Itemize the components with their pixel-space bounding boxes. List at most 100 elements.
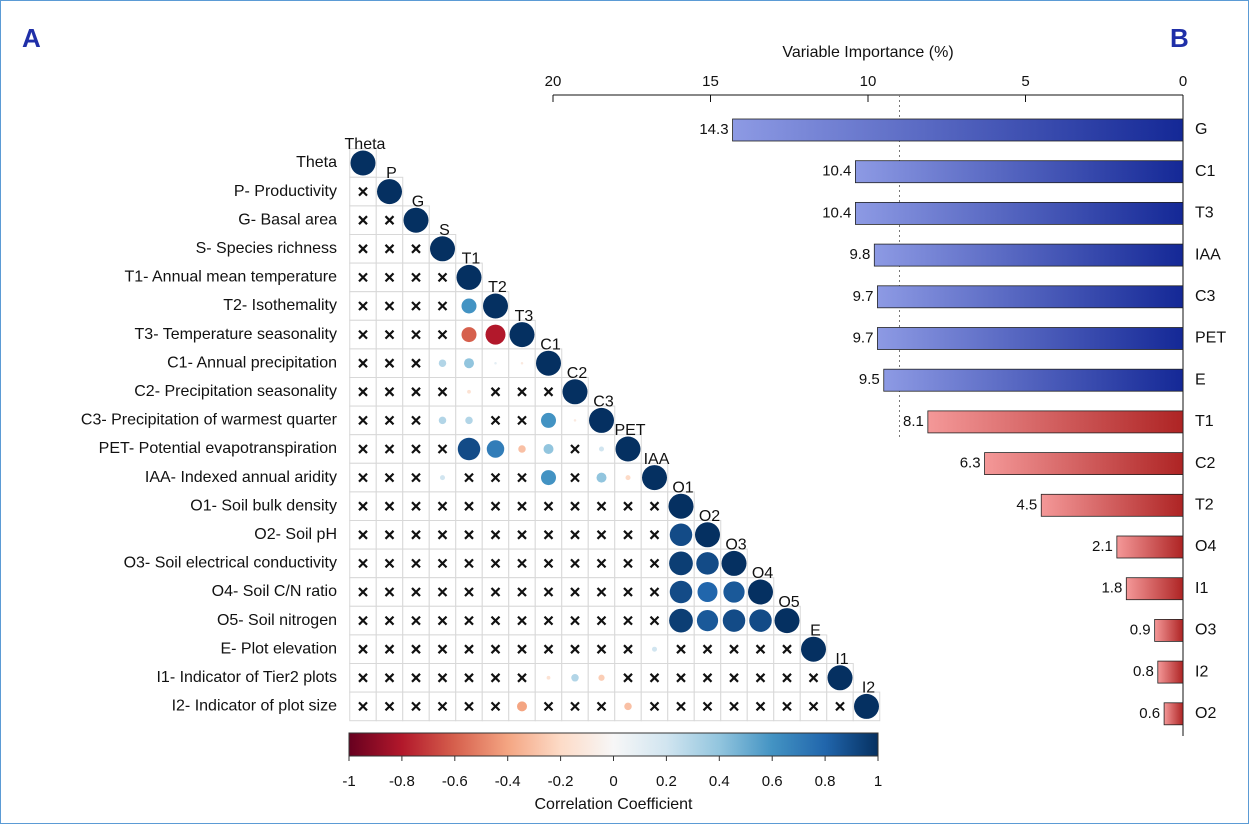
insignificant-mark xyxy=(623,501,633,511)
insignificant-mark xyxy=(490,701,501,712)
insignificant-mark xyxy=(411,244,421,254)
bar xyxy=(984,452,1184,476)
correlation-dot xyxy=(494,361,497,365)
insignificant-mark xyxy=(384,215,395,225)
insignificant-mark xyxy=(437,329,448,340)
category-label: C2 xyxy=(1195,455,1216,472)
insignificant-mark xyxy=(411,272,421,283)
category-label: C3 xyxy=(1195,288,1216,305)
row-label: IAA- Indexed annual aridity xyxy=(145,469,337,486)
insignificant-mark xyxy=(596,701,607,712)
row-label: PET- Potential evapotranspiration xyxy=(99,440,337,457)
correlation-dot xyxy=(571,674,579,682)
row-label: I1- Indicator of Tier2 plots xyxy=(156,669,337,686)
colorbar-tick-label: 1 xyxy=(874,773,882,790)
value-label: 8.1 xyxy=(903,413,924,430)
insignificant-mark xyxy=(384,329,395,340)
column-label: C3 xyxy=(593,394,614,411)
insignificant-mark xyxy=(358,472,368,483)
insignificant-mark xyxy=(623,558,633,569)
correlation-dot xyxy=(589,407,614,433)
value-label: 9.7 xyxy=(853,329,874,346)
insignificant-mark xyxy=(384,272,395,283)
correlation-dot xyxy=(668,493,694,519)
insignificant-mark xyxy=(384,615,395,626)
correlation-dot xyxy=(483,293,508,319)
insignificant-mark xyxy=(570,701,580,712)
insignificant-mark xyxy=(649,587,660,597)
insignificant-mark xyxy=(464,673,474,683)
correlation-dot xyxy=(697,582,718,602)
correlation-dot xyxy=(438,359,447,367)
category-label: O3 xyxy=(1195,622,1216,639)
insignificant-mark xyxy=(543,701,554,712)
row-label: P- Productivity xyxy=(234,183,337,200)
insignificant-mark xyxy=(358,673,368,683)
insignificant-mark xyxy=(570,644,580,654)
value-label: 1.8 xyxy=(1101,580,1122,597)
insignificant-mark xyxy=(623,587,633,597)
row-label: C1- Annual precipitation xyxy=(167,354,337,371)
insignificant-mark xyxy=(649,615,660,626)
value-label: 2.1 xyxy=(1092,538,1113,555)
value-label: 9.5 xyxy=(859,371,880,388)
bar xyxy=(1125,577,1184,601)
insignificant-mark xyxy=(411,444,421,454)
correlation-dot xyxy=(465,416,473,425)
insignificant-mark xyxy=(570,530,580,540)
correlation-dot xyxy=(625,475,631,481)
insignificant-mark xyxy=(411,329,421,340)
insignificant-mark xyxy=(623,615,633,626)
bar xyxy=(883,368,1184,392)
insignificant-mark xyxy=(384,472,395,483)
bar xyxy=(927,410,1184,434)
insignificant-mark xyxy=(570,444,580,454)
insignificant-mark xyxy=(358,301,368,311)
correlation-dot xyxy=(721,550,747,576)
x-tick-label: 10 xyxy=(860,73,877,90)
insignificant-mark xyxy=(384,244,395,254)
correlation-dot xyxy=(722,609,746,632)
insignificant-mark xyxy=(649,501,660,511)
correlation-dot xyxy=(669,523,693,547)
correlation-dot xyxy=(669,580,693,604)
category-label: T2 xyxy=(1195,497,1214,514)
colorbar-tick-label: 0.4 xyxy=(709,773,730,790)
insignificant-mark xyxy=(437,387,448,397)
column-label: I1 xyxy=(835,651,848,668)
insignificant-mark xyxy=(411,472,421,483)
category-label: T3 xyxy=(1195,205,1214,222)
row-label: O4- Soil C/N ratio xyxy=(212,583,337,600)
colorbar-tick-label: -0.8 xyxy=(389,773,415,790)
row-label: T1- Annual mean temperature xyxy=(124,269,337,286)
insignificant-mark xyxy=(411,558,421,569)
insignificant-mark xyxy=(411,415,421,426)
column-label: P xyxy=(386,165,397,182)
insignificant-mark xyxy=(490,558,501,569)
insignificant-mark xyxy=(384,673,395,683)
correlation-dot xyxy=(536,350,561,376)
insignificant-mark xyxy=(676,673,686,683)
x-tick-label: 5 xyxy=(1021,73,1029,90)
column-label: T2 xyxy=(488,279,507,296)
colorbar-tick-label: 0.8 xyxy=(815,773,836,790)
bar xyxy=(1040,493,1184,517)
value-label: 0.8 xyxy=(1133,663,1154,680)
insignificant-mark xyxy=(437,444,448,454)
insignificant-mark xyxy=(384,701,395,712)
insignificant-mark xyxy=(570,587,580,597)
insignificant-mark xyxy=(358,530,368,540)
row-label: O1- Soil bulk density xyxy=(190,497,337,514)
column-label: O4 xyxy=(752,565,773,582)
insignificant-mark xyxy=(358,558,368,569)
insignificant-mark xyxy=(358,415,368,426)
row-label: E- Plot elevation xyxy=(220,640,337,657)
colorbar-title: Correlation Coefficient xyxy=(534,796,693,813)
insignificant-mark xyxy=(596,530,607,540)
panel-label: A xyxy=(22,23,41,53)
insignificant-mark xyxy=(543,501,554,511)
row-label: C2- Precipitation seasonality xyxy=(134,383,337,400)
insignificant-mark xyxy=(755,701,766,712)
correlation-dot xyxy=(827,665,853,691)
insignificant-mark xyxy=(358,501,368,511)
